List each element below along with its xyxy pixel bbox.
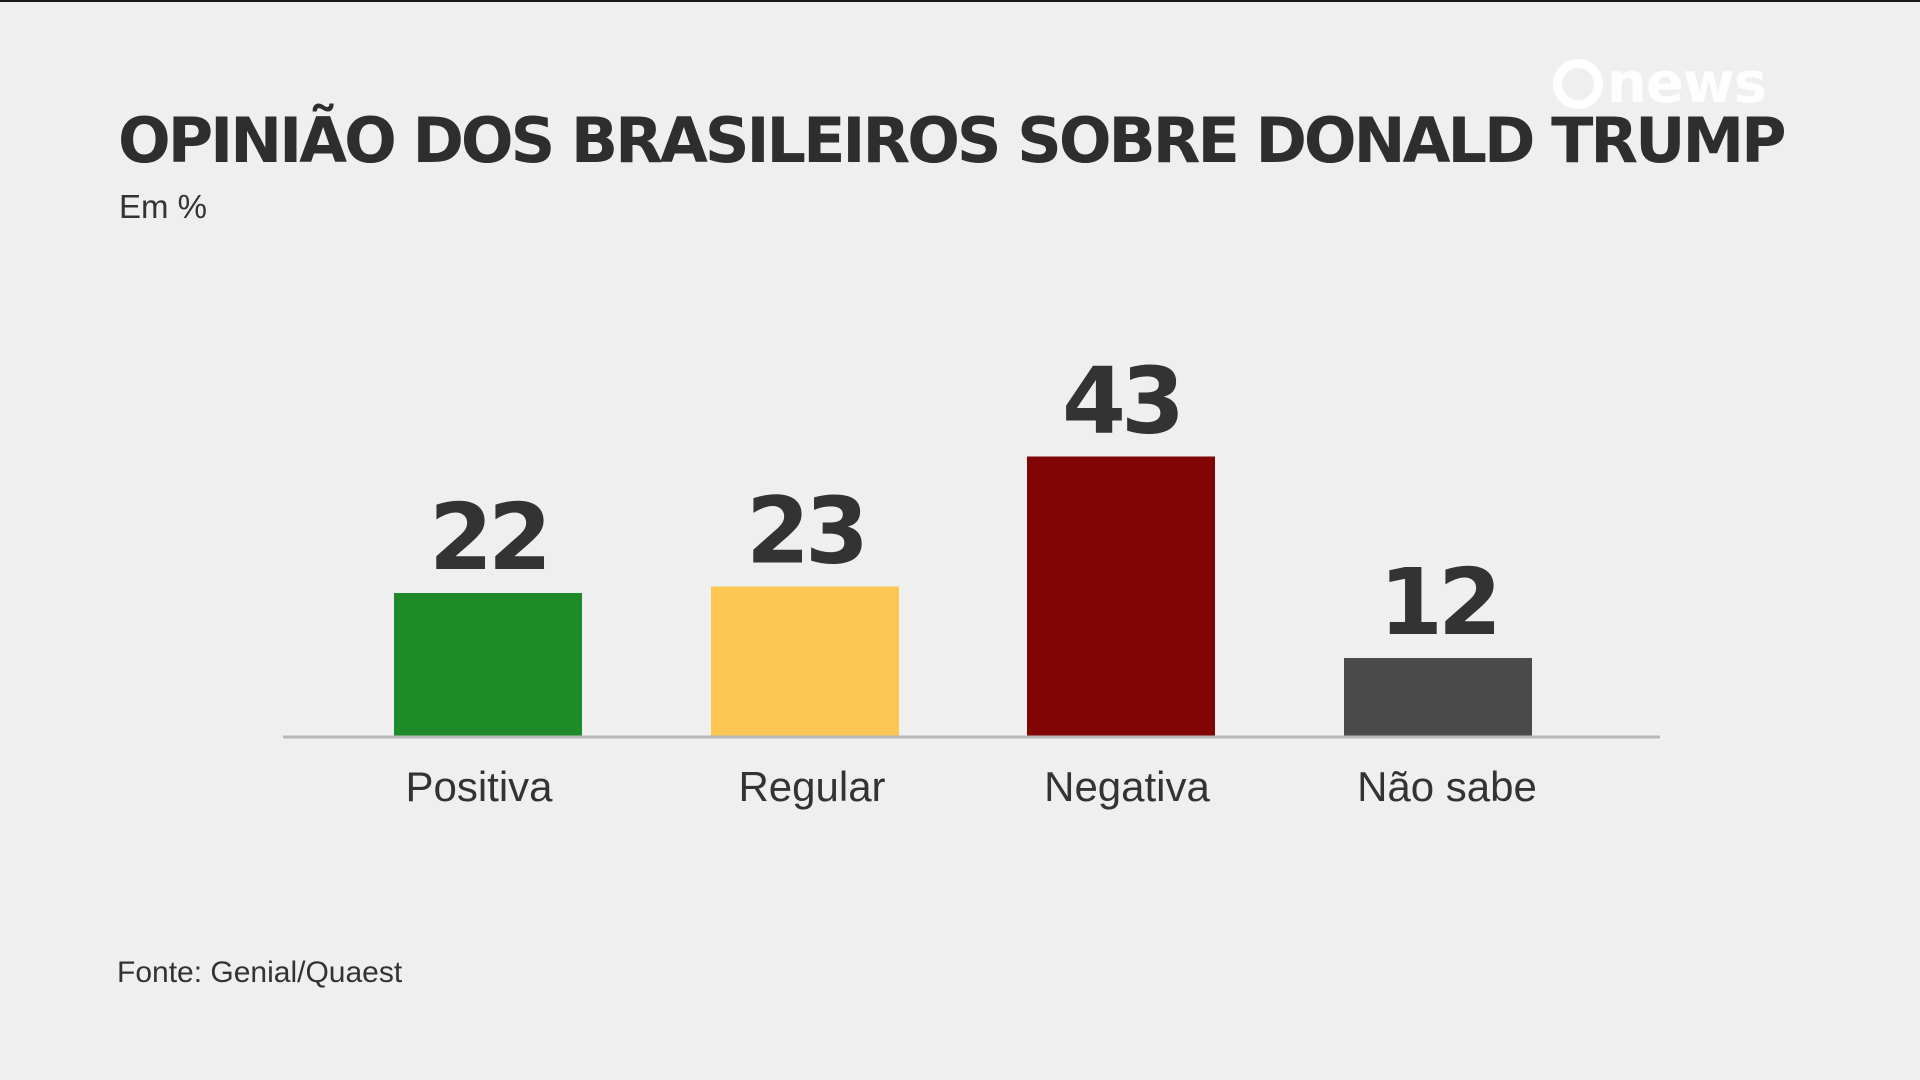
- globo-ring-icon: [1553, 59, 1603, 109]
- top-border-line: [0, 0, 1920, 2]
- logo-text: news: [1607, 51, 1767, 116]
- value-label: 43: [1062, 348, 1180, 455]
- value-label: 23: [746, 478, 864, 585]
- source-note: Fonte: Genial/Quaest: [117, 956, 403, 989]
- category-label: Positiva: [405, 763, 553, 810]
- value-label: 12: [1379, 549, 1497, 656]
- bar-positiva: [394, 593, 582, 736]
- category-label: Regular: [738, 763, 885, 810]
- channel-logo: news: [1553, 50, 1767, 118]
- chart-title: OPINIÃO DOS BRASILEIROS SOBRE DONALD TRU…: [118, 104, 1787, 177]
- value-label: 22: [429, 484, 547, 591]
- category-label: Não sabe: [1357, 763, 1537, 810]
- bar-negativa: [1027, 456, 1215, 736]
- chart-subtitle: Em %: [119, 188, 208, 225]
- category-label: Negativa: [1044, 763, 1210, 810]
- bar-regular: [711, 586, 899, 736]
- bar-n-o-sabe: [1344, 658, 1532, 736]
